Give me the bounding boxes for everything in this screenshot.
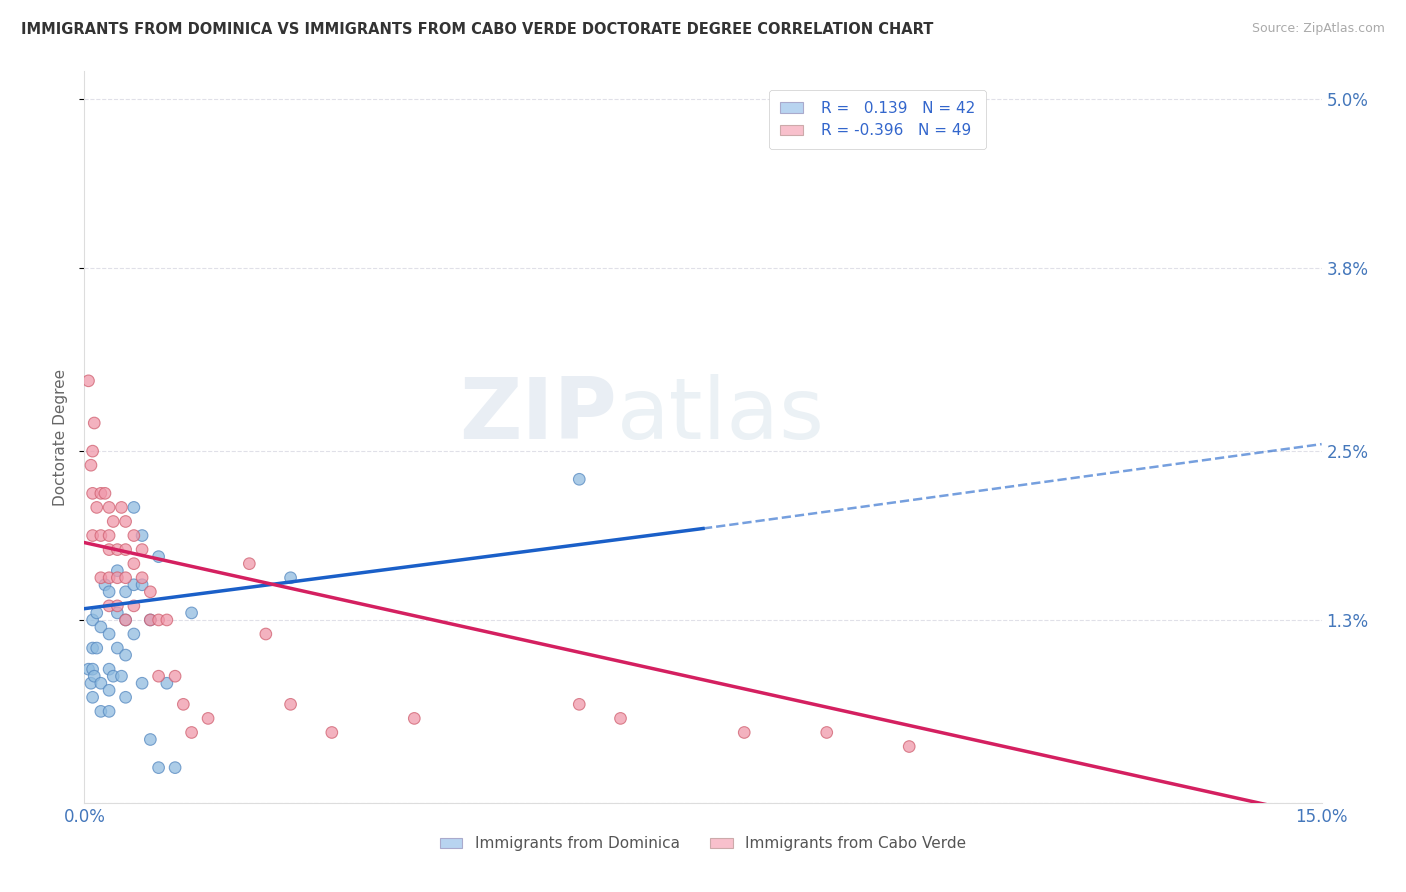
Point [131,676,153,690]
Point [86,500,108,515]
Point [131,528,153,542]
Point [82,444,104,458]
Point [122,627,145,641]
Point [98,683,121,698]
Point [321,725,343,739]
Point [105,599,128,613]
Point [568,472,591,486]
Point [122,557,145,571]
Point [98,528,121,542]
Legend: Immigrants from Dominica, Immigrants from Cabo Verde: Immigrants from Dominica, Immigrants fro… [433,830,973,857]
Point [148,549,170,564]
Point [103,515,125,529]
Point [280,571,302,585]
Point [90,486,112,500]
Point [165,669,187,683]
Point [86,606,108,620]
Point [568,698,591,712]
Point [80,676,103,690]
Point [90,620,112,634]
Point [103,669,125,683]
Point [180,725,202,739]
Point [86,641,108,656]
Point [114,690,136,705]
Point [83,416,105,430]
Point [122,500,145,515]
Point [122,528,145,542]
Point [122,599,145,613]
Text: IMMIGRANTS FROM DOMINICA VS IMMIGRANTS FROM CABO VERDE DOCTORATE DEGREE CORRELAT: IMMIGRANTS FROM DOMINICA VS IMMIGRANTS F… [21,22,934,37]
Point [238,557,260,571]
Point [98,662,121,676]
Point [82,641,104,656]
Point [131,571,153,585]
Point [82,486,104,500]
Point [114,584,136,599]
Point [156,613,179,627]
Point [197,711,219,725]
Point [898,739,921,754]
Point [98,584,121,599]
Point [82,690,104,705]
Point [94,486,117,500]
Point [609,711,631,725]
Point [105,542,128,557]
Point [82,662,104,676]
Point [148,761,170,775]
Point [156,676,179,690]
Point [105,606,128,620]
Point [105,641,128,656]
Point [80,458,103,473]
Point [77,662,100,676]
Point [280,698,302,712]
Point [77,374,100,388]
Point [139,613,162,627]
Point [139,584,162,599]
Point [122,578,145,592]
Point [90,571,112,585]
Point [98,705,121,719]
Point [254,627,277,641]
Text: Source: ZipAtlas.com: Source: ZipAtlas.com [1251,22,1385,36]
Point [98,599,121,613]
Point [82,613,104,627]
Text: ZIP: ZIP [458,374,616,457]
Point [110,669,132,683]
Point [105,571,128,585]
Point [172,698,194,712]
Point [114,613,136,627]
Point [114,542,136,557]
Point [139,613,162,627]
Point [90,705,112,719]
Point [114,515,136,529]
Point [148,613,170,627]
Point [733,725,755,739]
Point [110,500,132,515]
Point [114,571,136,585]
Y-axis label: Doctorate Degree: Doctorate Degree [53,368,69,506]
Point [114,648,136,662]
Point [83,669,105,683]
Point [131,542,153,557]
Point [98,627,121,641]
Point [815,725,838,739]
Point [114,613,136,627]
Point [165,761,187,775]
Point [82,528,104,542]
Point [90,528,112,542]
Point [98,542,121,557]
Point [94,578,117,592]
Point [90,676,112,690]
Point [98,500,121,515]
Point [180,606,202,620]
Point [105,564,128,578]
Point [404,711,426,725]
Point [139,732,162,747]
Point [148,669,170,683]
Point [98,571,121,585]
Point [131,578,153,592]
Text: atlas: atlas [616,374,824,457]
